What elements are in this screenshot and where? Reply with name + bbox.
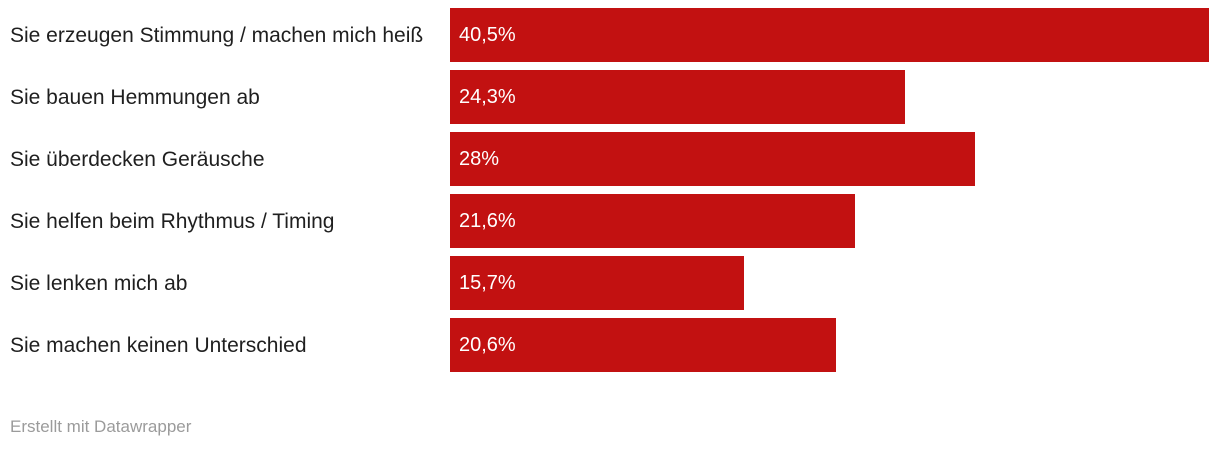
bar-row: Sie helfen beim Rhythmus / Timing 21,6% bbox=[0, 194, 1220, 248]
bar-value-label: 28% bbox=[459, 148, 500, 170]
bar-value-label: 24,3% bbox=[459, 86, 516, 108]
bar: 20,6% bbox=[450, 318, 837, 372]
bar-area: 21,6% bbox=[450, 194, 1220, 248]
category-label: Sie erzeugen Stimmung / machen mich heiß bbox=[10, 23, 424, 47]
bar-row: Sie bauen Hemmungen ab 24,3% bbox=[0, 70, 1220, 124]
bar-row: Sie machen keinen Unterschied 20,6% bbox=[0, 318, 1220, 372]
bar-chart: Sie erzeugen Stimmung / machen mich heiß… bbox=[0, 8, 1220, 372]
bar-row: Sie lenken mich ab 15,7% bbox=[0, 256, 1220, 310]
category-label: Sie helfen beim Rhythmus / Timing bbox=[10, 209, 335, 233]
bar: 15,7% bbox=[450, 256, 745, 310]
bar-value-label: 20,6% bbox=[459, 334, 516, 356]
bar-value-label: 21,6% bbox=[459, 210, 516, 232]
category-label: Sie lenken mich ab bbox=[10, 271, 188, 295]
bar-area: 15,7% bbox=[450, 256, 1220, 310]
category-label: Sie machen keinen Unterschied bbox=[10, 333, 307, 357]
bar: 28% bbox=[450, 132, 975, 186]
bar-area: 20,6% bbox=[450, 318, 1220, 372]
bar-row: Sie überdecken Geräusche 28% bbox=[0, 132, 1220, 186]
bar: 24,3% bbox=[450, 70, 906, 124]
category-label: Sie bauen Hemmungen ab bbox=[10, 85, 260, 109]
bar: 40,5% bbox=[450, 8, 1209, 62]
bar-value-label: 15,7% bbox=[459, 272, 516, 294]
bar-row: Sie erzeugen Stimmung / machen mich heiß… bbox=[0, 8, 1220, 62]
bar-area: 24,3% bbox=[450, 70, 1220, 124]
bar: 21,6% bbox=[450, 194, 855, 248]
bar-area: 40,5% bbox=[450, 8, 1220, 62]
datawrapper-attribution-link[interactable]: Erstellt mit Datawrapper bbox=[10, 417, 192, 436]
bar-area: 28% bbox=[450, 132, 1220, 186]
category-label: Sie überdecken Geräusche bbox=[10, 147, 265, 171]
bar-value-label: 40,5% bbox=[459, 24, 516, 46]
